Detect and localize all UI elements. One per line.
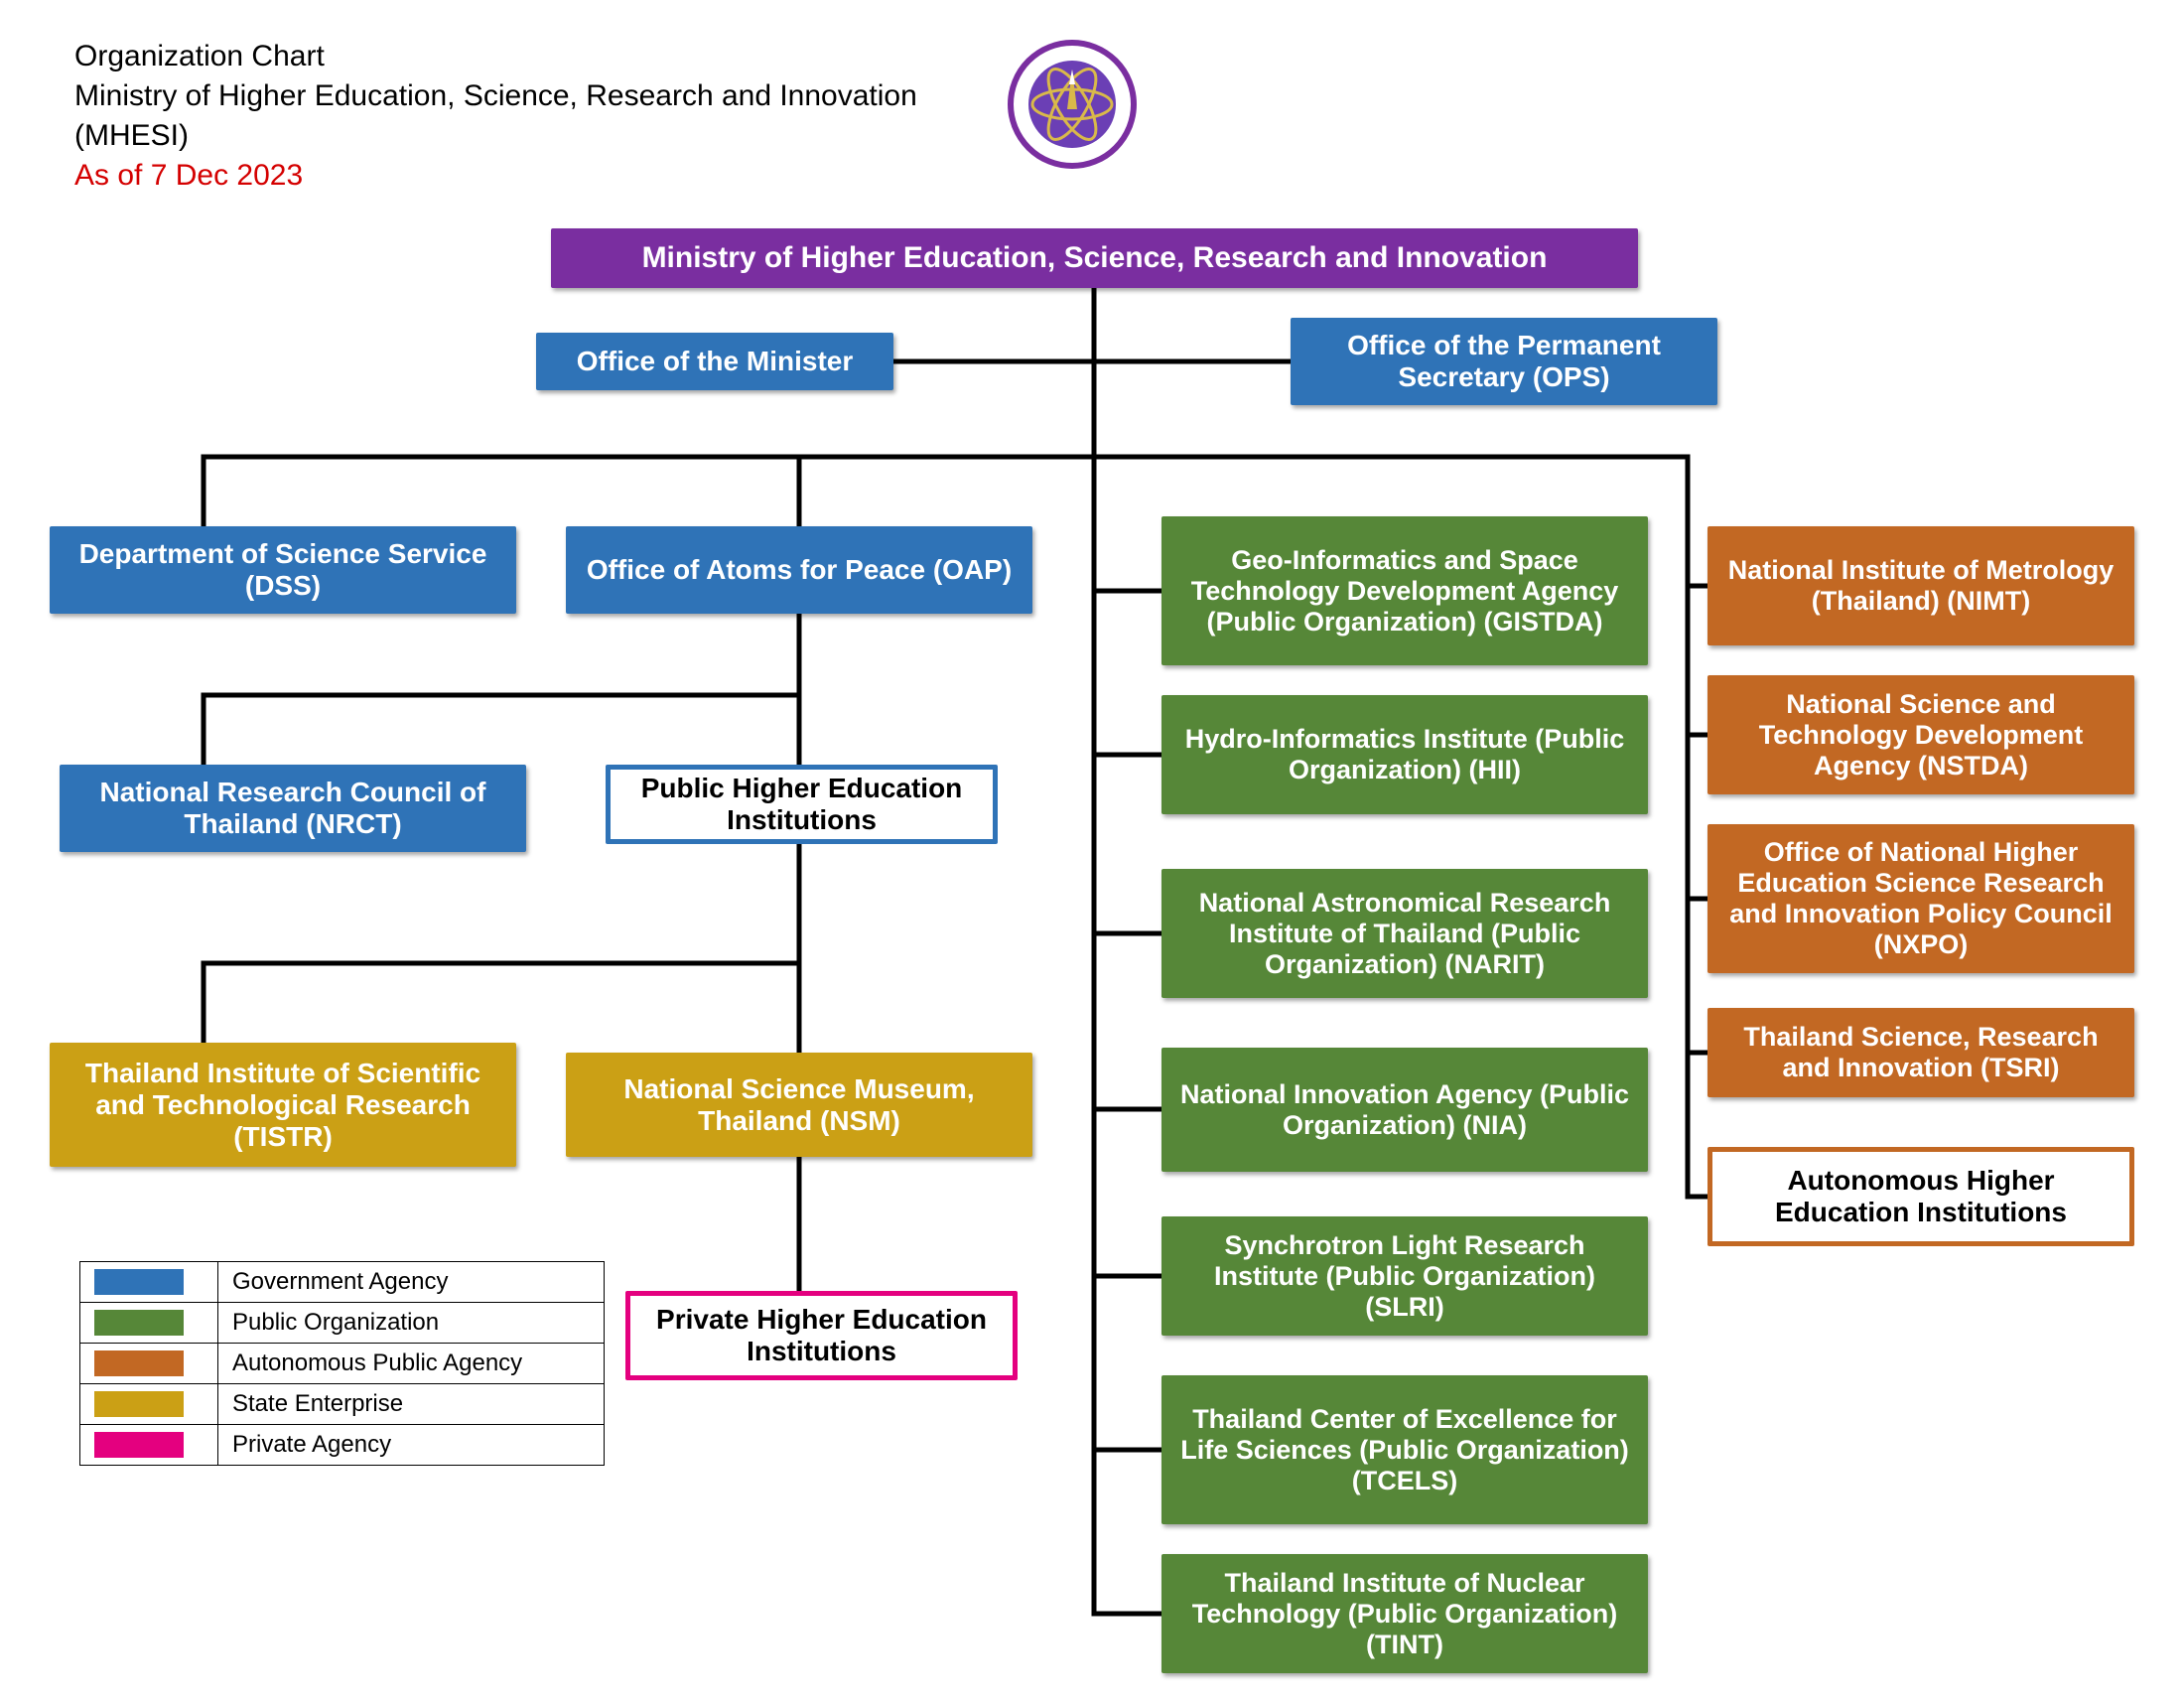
node-nsm: National Science Museum, Thailand (NSM) [566,1053,1032,1157]
node-tistr: Thailand Institute of Scientific and Tec… [50,1043,516,1167]
node-hii: Hydro-Informatics Institute (Public Orga… [1161,695,1648,814]
legend-label: State Enterprise [218,1384,605,1425]
node-nia: National Innovation Agency (Public Organ… [1161,1048,1648,1172]
legend-label: Government Agency [218,1262,605,1303]
header-asof: As of 7 Dec 2023 [74,159,303,193]
node-nxpo: Office of National Higher Education Scie… [1707,824,2134,973]
legend-label: Public Organization [218,1303,605,1344]
legend-row-3: State Enterprise [80,1384,605,1425]
legend-swatch [80,1344,218,1384]
node-privhei: Private Higher Education Institutions [625,1291,1018,1380]
node-minister: Office of the Minister [536,333,893,390]
header-line3: (MHESI) [74,119,189,153]
legend-row-2: Autonomous Public Agency [80,1344,605,1384]
header-line1: Organization Chart [74,40,325,73]
node-narit: National Astronomical Research Institute… [1161,869,1648,998]
node-tint: Thailand Institute of Nuclear Technology… [1161,1554,1648,1673]
legend-swatch [80,1262,218,1303]
header-line2: Ministry of Higher Education, Science, R… [74,79,917,113]
legend-table: Government AgencyPublic OrganizationAuto… [79,1261,605,1466]
legend-swatch [80,1384,218,1425]
legend-label: Private Agency [218,1425,605,1466]
node-oap: Office of Atoms for Peace (OAP) [566,526,1032,614]
node-gistda: Geo-Informatics and Space Technology Dev… [1161,516,1648,665]
org-chart: Organization Chart Ministry of Higher Ed… [0,0,2184,1705]
node-ops: Office of the Permanent Secretary (OPS) [1291,318,1717,405]
node-tsri: Thailand Science, Research and Innovatio… [1707,1008,2134,1097]
node-nstda: National Science and Technology Developm… [1707,675,2134,794]
legend-row-0: Government Agency [80,1262,605,1303]
legend-swatch [80,1425,218,1466]
node-dss: Department of Science Service (DSS) [50,526,516,614]
node-slri: Synchrotron Light Research Institute (Pu… [1161,1216,1648,1336]
legend-row-1: Public Organization [80,1303,605,1344]
node-phei: Public Higher Education Institutions [606,765,998,844]
node-nimt: National Institute of Metrology (Thailan… [1707,526,2134,645]
node-nrct: National Research Council of Thailand (N… [60,765,526,852]
node-ahei: Autonomous Higher Education Institutions [1707,1147,2134,1246]
mhesi-logo-icon [1008,40,1137,169]
legend-row-4: Private Agency [80,1425,605,1466]
legend-swatch [80,1303,218,1344]
node-root: Ministry of Higher Education, Science, R… [551,228,1638,288]
legend-label: Autonomous Public Agency [218,1344,605,1384]
node-tcels: Thailand Center of Excellence for Life S… [1161,1375,1648,1524]
